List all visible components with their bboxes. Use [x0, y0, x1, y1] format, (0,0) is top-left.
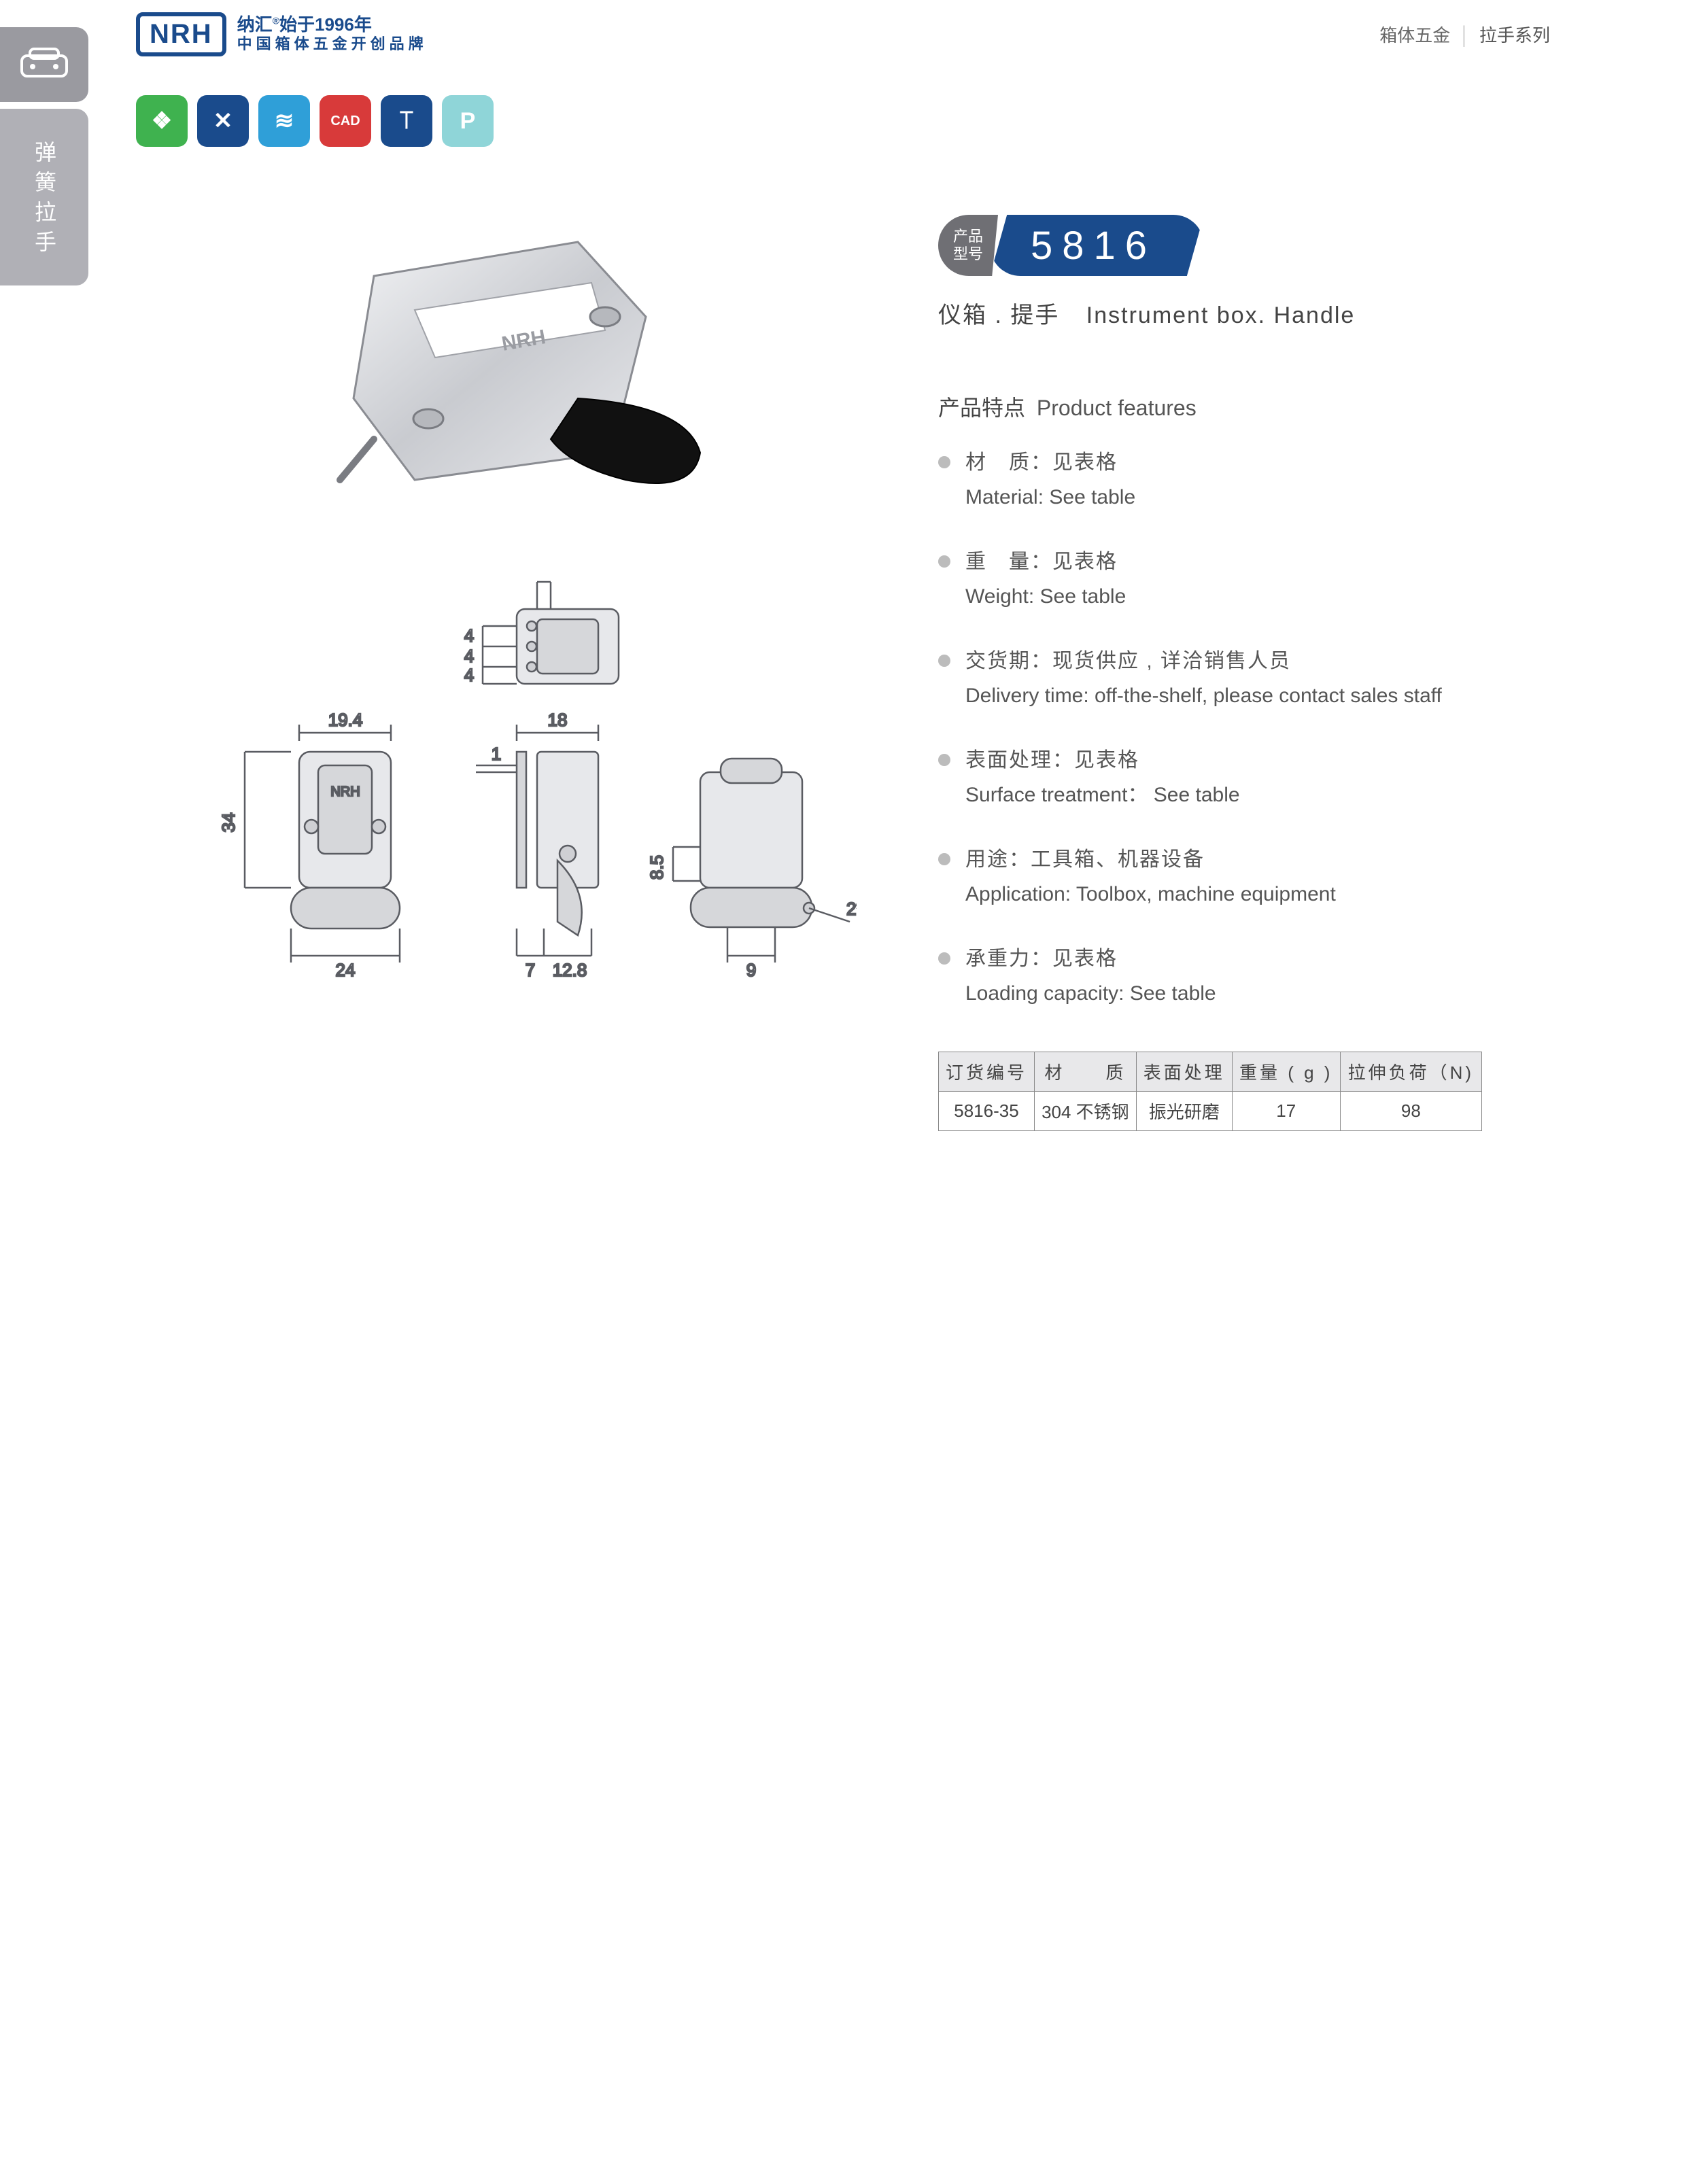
- tagline2: 中国箱体五金开创品牌: [237, 35, 428, 53]
- subtitle-en: Instrument box. Handle: [1086, 302, 1356, 328]
- feature-list: 材 质：见表格Material: See table 重 量：见表格Weight:…: [938, 445, 1550, 1011]
- technical-drawings: 4 4 4 3 19.4: [136, 575, 857, 1037]
- feature-icon-row: ❖✕≋CAD⟙P: [136, 95, 1686, 147]
- feature-en: Delivery time: off-the-shelf, please con…: [965, 678, 1550, 713]
- feature-cn: 表面处理：见表格: [965, 743, 1550, 778]
- left-column: NRH 4 4: [136, 188, 857, 1131]
- dim-4a: 4: [464, 625, 474, 646]
- dim-34: 34: [218, 813, 239, 833]
- logo-taglines: 纳汇®始于1996年 中国箱体五金开创品牌: [237, 14, 428, 54]
- feature-cn: 用途：工具箱、机器设备: [965, 842, 1550, 877]
- tagline1-suffix: 始于1996年: [279, 14, 372, 35]
- right-column: 产品 型号 5816 仪箱 . 提手 Instrument box. Handl…: [938, 188, 1550, 1131]
- model-number: 5816: [990, 215, 1204, 276]
- dim-4c: 4: [464, 665, 474, 685]
- model-badge-label: 产品 型号: [938, 215, 998, 276]
- spring-icon: ≋: [258, 95, 310, 147]
- feature-cn: 材 质：见表格: [965, 445, 1550, 480]
- feature-en: Loading capacity: See table: [965, 976, 1550, 1011]
- features-heading: 产品特点 Product features: [938, 391, 1550, 422]
- breadcrumb-category2: 拉手系列: [1479, 25, 1550, 46]
- logo-mark: NRH: [136, 12, 226, 56]
- dim-12-8: 12.8: [553, 960, 587, 980]
- spec-body: 5816-35304 不锈钢振光研磨1798: [939, 1092, 1482, 1131]
- spec-cell: 98: [1340, 1092, 1481, 1131]
- tools-icon: ✕: [197, 95, 249, 147]
- feature-item: 重 量：见表格Weight: See table: [938, 544, 1550, 614]
- dim-18: 18: [548, 710, 568, 730]
- feature-cn: 交货期：现货供应 , 详洽销售人员: [965, 644, 1550, 678]
- dim-1: 1: [492, 744, 501, 764]
- registered-mark: ®: [273, 16, 279, 27]
- p-icon: P: [442, 95, 494, 147]
- spec-row: 5816-35304 不锈钢振光研磨1798: [939, 1092, 1482, 1131]
- dim-9: 9: [746, 960, 756, 980]
- side-tab-label: 弹簧拉手: [0, 109, 88, 285]
- svg-text:NRH: NRH: [330, 784, 360, 799]
- spec-cell: 17: [1232, 1092, 1340, 1131]
- breadcrumb: 箱体五金 │ 拉手系列: [1379, 22, 1550, 47]
- dim-19-4: 19.4: [328, 710, 363, 730]
- screw-icon: ⟙: [381, 95, 432, 147]
- dim-hole: 2*ø3: [846, 899, 857, 919]
- model-label-line1: 产品: [953, 228, 983, 245]
- eco-icon: ❖: [136, 95, 188, 147]
- spec-cell: 5816-35: [939, 1092, 1035, 1131]
- dim-4b: 4: [464, 646, 474, 666]
- dim-7: 7: [526, 960, 535, 980]
- features-heading-en: Product features: [1037, 396, 1197, 420]
- feature-item: 交货期：现货供应 , 详洽销售人员Delivery time: off-the-…: [938, 644, 1550, 713]
- breadcrumb-divider: │: [1460, 25, 1470, 46]
- feature-item: 承重力：见表格Loading capacity: See table: [938, 941, 1550, 1011]
- cad-icon: CAD: [320, 95, 371, 147]
- feature-cn: 承重力：见表格: [965, 941, 1550, 976]
- spec-header-row: 订货编号材 质表面处理重量 ( g )拉伸负荷（N): [939, 1052, 1482, 1092]
- product-subtitle: 仪箱 . 提手 Instrument box. Handle: [938, 296, 1550, 330]
- logo-block: NRH 纳汇®始于1996年 中国箱体五金开创品牌: [136, 12, 428, 56]
- feature-en: Application: Toolbox, machine equipment: [965, 877, 1550, 912]
- spec-cell: 振光研磨: [1136, 1092, 1232, 1131]
- dim-24: 24: [336, 960, 356, 980]
- product-photo: NRH: [252, 188, 741, 555]
- feature-item: 表面处理：见表格Surface treatment： See table: [938, 743, 1550, 812]
- handle-icon: [19, 46, 69, 83]
- dim-8-5: 8.5: [647, 855, 667, 880]
- model-label-line2: 型号: [953, 245, 983, 263]
- breadcrumb-category1: 箱体五金: [1379, 25, 1450, 46]
- spec-col-header: 表面处理: [1136, 1052, 1232, 1092]
- model-badge: 产品 型号 5816: [938, 215, 1550, 276]
- feature-en: Weight: See table: [965, 579, 1550, 614]
- dim-3: 3: [539, 575, 549, 578]
- spec-col-header: 重量 ( g ): [1232, 1052, 1340, 1092]
- feature-item: 用途：工具箱、机器设备Application: Toolbox, machine…: [938, 842, 1550, 912]
- page-header: NRH 纳汇®始于1996年 中国箱体五金开创品牌 箱体五金 │ 拉手系列: [0, 0, 1686, 68]
- side-tab-icon-box: [0, 27, 88, 102]
- side-tab: 弹簧拉手: [0, 27, 88, 285]
- feature-cn: 重 量：见表格: [965, 544, 1550, 579]
- spec-col-header: 材 质: [1034, 1052, 1136, 1092]
- subtitle-cn: 仪箱 . 提手: [938, 302, 1059, 328]
- feature-item: 材 质：见表格Material: See table: [938, 445, 1550, 515]
- spec-table: 订货编号材 质表面处理重量 ( g )拉伸负荷（N) 5816-35304 不锈…: [938, 1052, 1482, 1131]
- spec-col-header: 订货编号: [939, 1052, 1035, 1092]
- spec-col-header: 拉伸负荷（N): [1340, 1052, 1481, 1092]
- spec-cell: 304 不锈钢: [1034, 1092, 1136, 1131]
- tagline1-prefix: 纳汇: [237, 14, 273, 35]
- features-heading-cn: 产品特点: [938, 396, 1025, 420]
- feature-en: Material: See table: [965, 480, 1550, 515]
- feature-en: Surface treatment： See table: [965, 778, 1550, 812]
- main-content: NRH 4 4: [0, 147, 1686, 1131]
